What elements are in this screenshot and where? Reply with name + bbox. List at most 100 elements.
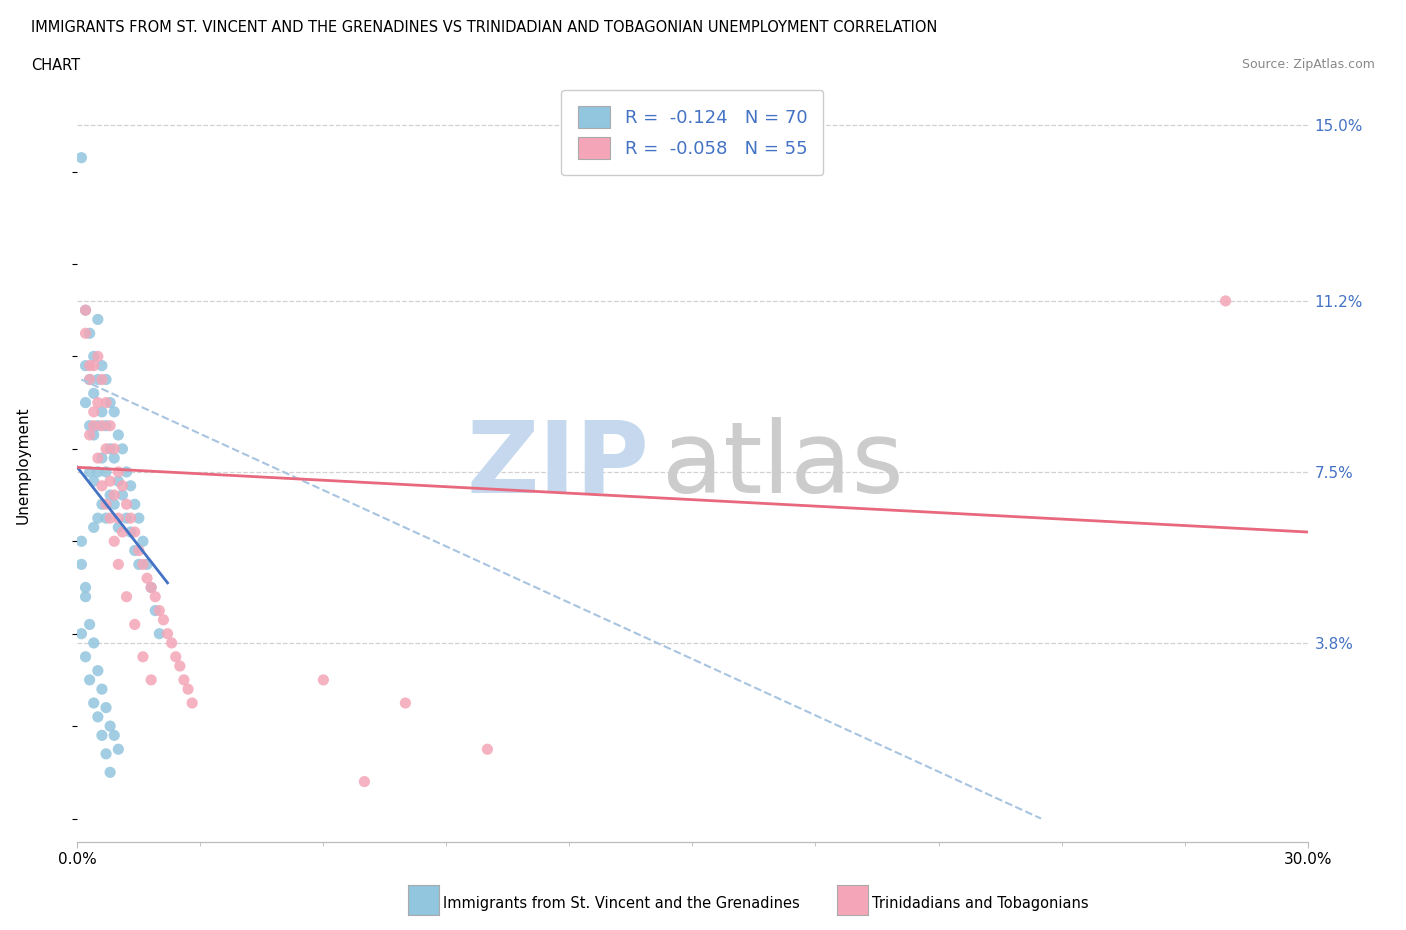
Point: [103, 728, 125, 743]
Point: [124, 525, 146, 539]
Point: [75, 303, 97, 318]
Point: [169, 658, 191, 673]
Point: [120, 525, 142, 539]
Point: [87, 710, 110, 724]
Point: [87, 372, 110, 387]
Text: atlas: atlas: [662, 417, 903, 513]
Point: [79, 418, 101, 433]
Point: [79, 372, 101, 387]
Point: [120, 511, 142, 525]
Point: [132, 534, 155, 549]
Point: [98, 487, 121, 502]
Point: [107, 557, 129, 572]
Point: [94, 497, 117, 512]
Point: [87, 451, 110, 466]
Point: [83, 386, 105, 401]
Point: [115, 464, 138, 479]
Point: [312, 672, 335, 687]
Point: [103, 442, 125, 457]
Point: [90, 405, 114, 419]
Point: [98, 764, 121, 779]
Point: [79, 372, 101, 387]
Point: [87, 312, 110, 326]
Text: Unemployment: Unemployment: [15, 406, 31, 524]
Point: [136, 557, 159, 572]
Text: IMMIGRANTS FROM ST. VINCENT AND THE GRENADINES VS TRINIDADIAN AND TOBAGONIAN UNE: IMMIGRANTS FROM ST. VINCENT AND THE GREN…: [31, 20, 938, 35]
Point: [128, 557, 150, 572]
Point: [103, 451, 125, 466]
Point: [124, 497, 146, 512]
Point: [103, 497, 125, 512]
Point: [107, 473, 129, 488]
Point: [87, 663, 110, 678]
Text: CHART: CHART: [31, 58, 80, 73]
Point: [90, 451, 114, 466]
Point: [90, 682, 114, 697]
Point: [79, 672, 101, 687]
Point: [70, 151, 93, 166]
Point: [111, 478, 134, 493]
Point: [128, 543, 150, 558]
Point: [83, 635, 105, 650]
Point: [94, 442, 117, 457]
Point: [75, 303, 97, 318]
Point: [148, 604, 170, 618]
Point: [90, 358, 114, 373]
Point: [75, 649, 97, 664]
Point: [148, 626, 170, 641]
Point: [98, 418, 121, 433]
Point: [90, 728, 114, 743]
Point: [79, 617, 101, 631]
Point: [111, 487, 134, 502]
Point: [128, 511, 150, 525]
Point: [94, 372, 117, 387]
Point: [87, 511, 110, 525]
Point: [79, 428, 101, 443]
Point: [124, 617, 146, 631]
Point: [136, 571, 159, 586]
Point: [98, 442, 121, 457]
Point: [103, 487, 125, 502]
Point: [160, 635, 183, 650]
Point: [107, 511, 129, 525]
Point: [132, 557, 155, 572]
Point: [90, 497, 114, 512]
Point: [75, 580, 97, 595]
Point: [141, 580, 163, 595]
Point: [79, 326, 101, 340]
Point: [90, 372, 114, 387]
Point: [103, 405, 125, 419]
Point: [90, 418, 114, 433]
Point: [98, 473, 121, 488]
Point: [79, 358, 101, 373]
Point: [152, 612, 174, 627]
Point: [107, 428, 129, 443]
Point: [87, 418, 110, 433]
Point: [94, 418, 117, 433]
Point: [394, 696, 416, 711]
Point: [1215, 294, 1237, 309]
Point: [98, 511, 121, 525]
Text: ZIP: ZIP: [467, 417, 650, 513]
Point: [156, 626, 179, 641]
Point: [165, 649, 187, 664]
Point: [70, 626, 93, 641]
Point: [83, 358, 105, 373]
Point: [107, 520, 129, 535]
Point: [83, 696, 105, 711]
Point: [75, 590, 97, 604]
Point: [353, 774, 375, 789]
Point: [173, 672, 195, 687]
Point: [83, 520, 105, 535]
Point: [115, 590, 138, 604]
Point: [83, 418, 105, 433]
Point: [111, 442, 134, 457]
Point: [177, 682, 200, 697]
Point: [75, 358, 97, 373]
Point: [477, 742, 499, 757]
Point: [94, 511, 117, 525]
Point: [70, 534, 93, 549]
Point: [132, 649, 155, 664]
Point: [107, 742, 129, 757]
Point: [103, 534, 125, 549]
